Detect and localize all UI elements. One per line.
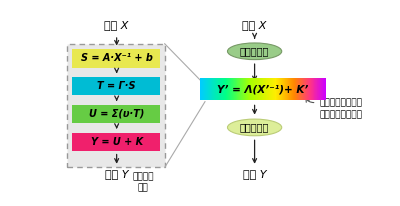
Text: T = Γ·S: T = Γ·S <box>98 81 136 91</box>
Bar <box>72 77 160 95</box>
Text: U = Σ(υ·T): U = Σ(υ·T) <box>89 109 144 119</box>
Text: 数表現変換: 数表現変換 <box>240 122 269 132</box>
Text: 数表現変換: 数表現変換 <box>240 46 269 56</box>
FancyBboxPatch shape <box>67 44 165 167</box>
Ellipse shape <box>228 43 282 60</box>
Bar <box>72 49 160 68</box>
Text: Y = U + K: Y = U + K <box>90 137 143 147</box>
Text: S = A·X⁻¹ + b: S = A·X⁻¹ + b <box>81 53 152 63</box>
Text: 入力 X: 入力 X <box>242 20 267 30</box>
Text: Y’ = Λ(X’⁻¹)+ K’: Y’ = Λ(X’⁻¹)+ K’ <box>217 84 309 94</box>
Bar <box>72 133 160 151</box>
Text: 出力 Y: 出力 Y <box>105 169 128 179</box>
Text: 出力 Y: 出力 Y <box>243 169 266 179</box>
Text: 入力 X: 入力 X <box>104 20 129 30</box>
Ellipse shape <box>228 119 282 136</box>
Bar <box>72 105 160 123</box>
Text: 演算圧縮
技術: 演算圧縮 技術 <box>132 172 154 192</box>
Text: 数表現変換により
小型・高速に実現: 数表現変換により 小型・高速に実現 <box>320 99 363 119</box>
